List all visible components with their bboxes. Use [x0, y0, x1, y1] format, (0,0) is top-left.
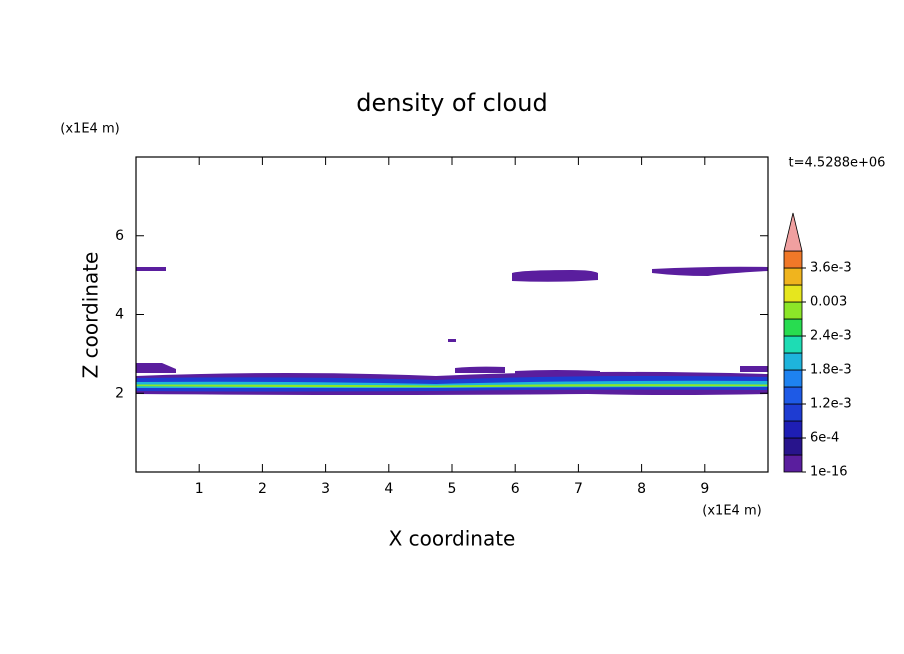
colorbar-box	[783, 318, 803, 337]
colorbar-box	[783, 335, 803, 354]
contour-fill	[455, 366, 505, 373]
colorbar-label: 6e-4	[810, 431, 839, 446]
colorbar-label: 1.2e-3	[810, 397, 852, 412]
x-unit: (x1E4 m)	[702, 504, 761, 519]
contour-fill	[652, 266, 768, 276]
contour-fill	[136, 363, 176, 373]
x-tick-label: 3	[321, 481, 330, 497]
x-tick-label: 8	[637, 481, 646, 497]
x-tick-label: 6	[511, 481, 520, 497]
y-tick-label: 4	[115, 307, 124, 323]
plot-frame	[135, 156, 769, 473]
y-tick-label: 6	[115, 228, 124, 244]
colorbar-box	[783, 454, 803, 473]
contour-fill	[136, 267, 166, 271]
colorbar-box	[783, 352, 803, 371]
colorbar-label: 1e-16	[810, 465, 848, 480]
y-tick-label: 2	[115, 385, 124, 401]
colorbar-box	[783, 403, 803, 422]
colorbar-label: 3.6e-3	[810, 261, 852, 276]
colorbar-box	[783, 386, 803, 405]
colorbar-label: 2.4e-3	[810, 329, 852, 344]
chart-title: density of cloud	[356, 89, 547, 117]
colorbar-box	[783, 301, 803, 320]
colorbar-label: 1.8e-3	[810, 363, 852, 378]
colorbar-box	[783, 437, 803, 456]
contour-fill	[740, 366, 768, 372]
y-axis-label: Z coordinate	[79, 252, 103, 379]
colorbar-label: 0.003	[810, 295, 847, 310]
contour-fill	[136, 384, 768, 388]
x-tick-label: 5	[448, 481, 457, 497]
colorbar-extend	[783, 212, 803, 252]
colorbar-box	[783, 284, 803, 303]
time-label: t=4.5288e+06	[789, 156, 886, 171]
colorbar-box	[783, 267, 803, 286]
x-axis-label: X coordinate	[389, 527, 516, 551]
x-tick-label: 1	[195, 481, 204, 497]
x-tick-label: 7	[574, 481, 583, 497]
colorbar-box	[783, 420, 803, 439]
contour-fields	[136, 266, 768, 395]
x-tick-label: 9	[700, 481, 709, 497]
colorbar-box	[783, 250, 803, 269]
contour-fill	[448, 339, 456, 342]
contour-fill	[512, 270, 598, 282]
y-unit: (x1E4 m)	[60, 122, 119, 137]
x-tick-label: 2	[258, 481, 267, 497]
x-tick-label: 4	[384, 481, 393, 497]
colorbar-box	[783, 369, 803, 388]
